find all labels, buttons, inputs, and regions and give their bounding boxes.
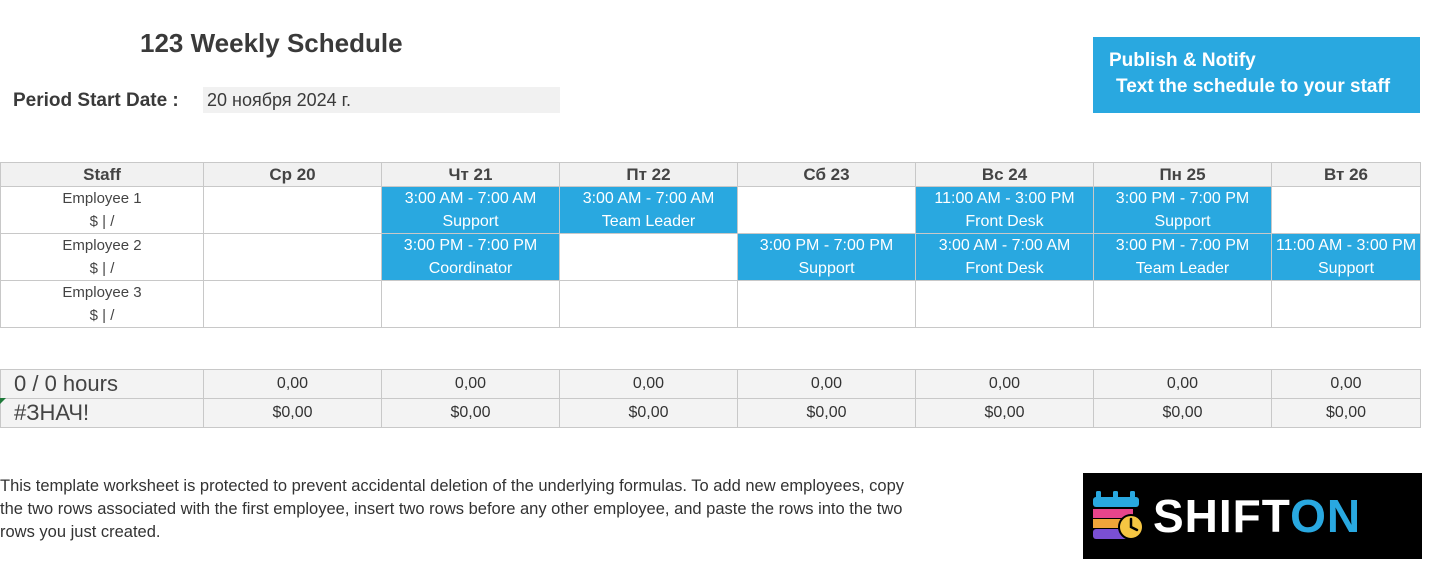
logo-text: SHIFTON <box>1153 489 1361 543</box>
employee-cell[interactable]: Employee 2 $ | / <box>0 233 204 281</box>
shift-cell[interactable]: 3:00 AM - 7:00 AM Support <box>381 186 560 234</box>
shift-role: Support <box>1317 260 1375 277</box>
shift-role: Front Desk <box>965 260 1044 277</box>
empty-shift-cell[interactable] <box>203 233 382 281</box>
day-hours-cell[interactable]: 0,00 <box>1271 369 1421 399</box>
publish-title: Publish & Notify <box>1109 50 1256 71</box>
publish-subtitle: Text the schedule to your staff <box>1116 76 1391 97</box>
shifton-logo: SHIFTON <box>1083 473 1422 559</box>
employee-row: Employee 1 $ | /3:00 AM - 7:00 AM Support 3… <box>0 186 1421 234</box>
shift-role: Support <box>798 260 855 277</box>
empty-shift-cell[interactable] <box>559 280 738 328</box>
day-header: Вт 26 <box>1271 162 1421 187</box>
employee-cell[interactable]: Employee 1 $ | / <box>0 186 204 234</box>
shift-time: 3:00 AM - 7:00 AM <box>582 190 715 207</box>
shift-time: 3:00 PM - 7:00 PM <box>403 237 538 254</box>
error-indicator <box>0 398 6 404</box>
day-hours-cell[interactable]: 0,00 <box>381 369 560 399</box>
day-cost-cell[interactable]: $0,00 <box>559 398 738 428</box>
employee-name: Employee 3 <box>62 284 142 301</box>
staff-header: Staff <box>0 162 204 187</box>
day-cost-cell[interactable]: $0,00 <box>381 398 560 428</box>
day-header: Чт 21 <box>381 162 560 187</box>
employee-rate: $ | / <box>89 260 115 277</box>
shift-role: Front Desk <box>965 213 1044 230</box>
employee-name: Employee 1 <box>62 190 142 207</box>
cost-row: #ЗНАЧ! $0,00 $0,00 $0,00 $0,00 $0,00 $0,00 $0,… <box>0 398 1421 428</box>
empty-shift-cell[interactable] <box>737 280 916 328</box>
schedule-header-row: Staff Ср 20 Чт 21 Пт 22 Сб 23 Вс 24 Пн 25 Вт 26 <box>0 162 1421 187</box>
shift-cell[interactable]: 3:00 AM - 7:00 AM Front Desk <box>915 233 1094 281</box>
period-start-label: Period Start Date : <box>13 90 179 111</box>
empty-shift-cell[interactable] <box>203 280 382 328</box>
shift-time: 3:00 PM - 7:00 PM <box>1115 190 1250 207</box>
shift-role: Support <box>1154 213 1211 230</box>
totals-table: 0 / 0 hours 0,00 0,00 0,00 0,00 0,00 0,00 0,00… <box>0 369 1421 428</box>
employee-name: Employee 2 <box>62 237 142 254</box>
shift-cell[interactable]: 11:00 AM - 3:00 PM Support <box>1271 233 1421 281</box>
calendar-clock-icon <box>1093 491 1144 540</box>
shift-time: 3:00 AM - 7:00 AM <box>404 190 537 207</box>
day-header: Пт 22 <box>559 162 738 187</box>
cost-label[interactable]: #ЗНАЧ! <box>0 398 204 428</box>
shift-time: 11:00 AM - 3:00 PM <box>934 190 1075 207</box>
day-cost-cell[interactable]: $0,00 <box>737 398 916 428</box>
period-start-input[interactable]: 20 ноября 2024 г. <box>203 87 560 113</box>
employee-cell[interactable]: Employee 3 $ | / <box>0 280 204 328</box>
shift-cell[interactable]: 3:00 PM - 7:00 PM Coordinator <box>381 233 560 281</box>
shift-time: 11:00 AM - 3:00 PM <box>1275 237 1417 254</box>
publish-notify-button[interactable]: Publish & Notify Text the schedule to yo… <box>1093 37 1420 113</box>
shift-cell[interactable]: 3:00 PM - 7:00 PM Support <box>737 233 916 281</box>
empty-shift-cell[interactable] <box>1093 280 1272 328</box>
empty-shift-cell[interactable] <box>1271 186 1421 234</box>
day-hours-cell[interactable]: 0,00 <box>203 369 382 399</box>
employee-row: Employee 3 $ | / <box>0 280 1421 328</box>
day-header: Сб 23 <box>737 162 916 187</box>
day-hours-cell[interactable]: 0,00 <box>915 369 1094 399</box>
hours-row: 0 / 0 hours 0,00 0,00 0,00 0,00 0,00 0,00 0,00 <box>0 369 1421 399</box>
empty-shift-cell[interactable] <box>381 280 560 328</box>
page-title: 123 Weekly Schedule <box>140 28 403 58</box>
template-note: This template worksheet is protected to … <box>0 477 905 541</box>
shift-cell[interactable]: 3:00 PM - 7:00 PM Support <box>1093 186 1272 234</box>
empty-shift-cell[interactable] <box>1271 280 1421 328</box>
employee-rate: $ | / <box>89 213 115 230</box>
shift-role: Support <box>442 213 499 230</box>
empty-shift-cell[interactable] <box>559 233 738 281</box>
shift-cell[interactable]: 3:00 AM - 7:00 AM Team Leader <box>559 186 738 234</box>
day-cost-cell[interactable]: $0,00 <box>915 398 1094 428</box>
employee-row: Employee 2 $ | / 3:00 PM - 7:00 PM Coordina… <box>0 233 1421 281</box>
shift-role: Coordinator <box>428 260 513 277</box>
shift-role: Team Leader <box>601 213 696 230</box>
day-cost-cell[interactable]: $0,00 <box>1271 398 1421 428</box>
shift-role: Team Leader <box>1135 260 1230 277</box>
employee-rate: $ | / <box>89 307 115 324</box>
empty-shift-cell[interactable] <box>915 280 1094 328</box>
empty-shift-cell[interactable] <box>737 186 916 234</box>
shift-time: 3:00 PM - 7:00 PM <box>759 237 894 254</box>
day-hours-cell[interactable]: 0,00 <box>1093 369 1272 399</box>
day-cost-cell[interactable]: $0,00 <box>1093 398 1272 428</box>
day-header: Вс 24 <box>915 162 1094 187</box>
shift-time: 3:00 PM - 7:00 PM <box>1115 237 1250 254</box>
shift-cell[interactable]: 3:00 PM - 7:00 PM Team Leader <box>1093 233 1272 281</box>
empty-shift-cell[interactable] <box>203 186 382 234</box>
day-hours-cell[interactable]: 0,00 <box>559 369 738 399</box>
day-header: Ср 20 <box>203 162 382 187</box>
hours-label[interactable]: 0 / 0 hours <box>0 369 204 399</box>
schedule-table: Staff Ср 20 Чт 21 Пт 22 Сб 23 Вс 24 Пн 25 Вт 26… <box>0 162 1421 328</box>
logo-text-a: SHIFT <box>1153 490 1291 542</box>
day-hours-cell[interactable]: 0,00 <box>737 369 916 399</box>
shift-cell[interactable]: 11:00 AM - 3:00 PM Front Desk <box>915 186 1094 234</box>
day-header: Пн 25 <box>1093 162 1272 187</box>
day-cost-cell[interactable]: $0,00 <box>203 398 382 428</box>
logo-text-b: ON <box>1290 490 1362 542</box>
shift-time: 3:00 AM - 7:00 AM <box>938 237 1071 254</box>
